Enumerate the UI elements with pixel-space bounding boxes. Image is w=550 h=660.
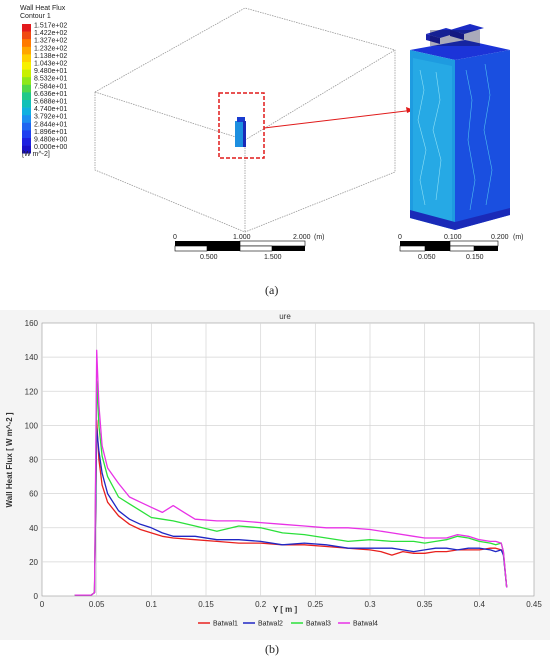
legend-swatch (22, 62, 31, 70)
legend-value: 9.480e+00 (34, 137, 67, 144)
chart-top-label: ure (279, 312, 291, 321)
legend-swatch (22, 138, 31, 146)
x-tick-label: 0.45 (526, 600, 542, 609)
scale-label: (m) (513, 234, 524, 241)
x-tick-label: 0.4 (474, 600, 486, 609)
legend-value: 7.584e+01 (34, 83, 67, 90)
legend-value: 6.636e+01 (34, 91, 67, 98)
scale-label: 1.500 (264, 254, 282, 261)
legend-swatch (22, 77, 31, 86)
scale-label: 1.000 (233, 234, 251, 241)
legend-value: 1.232e+02 (34, 45, 67, 52)
y-tick-label: 40 (29, 524, 38, 533)
legend-value: 0.000e+00 (34, 144, 67, 151)
x-tick-label: 0.25 (308, 600, 324, 609)
legend-label-batwal3: Batwal3 (306, 621, 331, 628)
zoom-arrow (263, 109, 415, 129)
y-tick-label: 0 (34, 592, 39, 601)
legend-swatch (22, 24, 31, 32)
scale-label: 0.050 (418, 254, 436, 261)
color-legend (22, 24, 31, 154)
legend-value: 8.532e+01 (34, 76, 67, 83)
caption-a: (a) (265, 283, 279, 297)
legend-value: 2.844e+01 (34, 121, 67, 128)
x-tick-label: 0 (40, 600, 45, 609)
legend-swatch (22, 39, 31, 48)
scale-label: 0 (398, 234, 402, 241)
scale-label: 2.000 (293, 234, 311, 241)
y-tick-label: 140 (25, 353, 39, 362)
legend-value: 1.138e+02 (34, 53, 67, 60)
legend-label-batwal2: Batwal2 (258, 621, 283, 628)
x-tick-label: 0.2 (255, 600, 267, 609)
series-lines (74, 349, 508, 596)
y-tick-label: 160 (25, 319, 39, 328)
legend-unit: [W m^-2] (22, 151, 50, 158)
legend-swatch (22, 130, 31, 139)
series-line-batwal4 (74, 349, 508, 596)
legend-label-batwal1: Batwal1 (213, 621, 238, 628)
legend-label-batwal4: Batwal4 (353, 621, 378, 628)
legend-value: 1.043e+02 (34, 61, 67, 68)
legend-value: 1.422e+02 (34, 30, 67, 37)
y-tick-label: 20 (29, 558, 38, 567)
cfd-contour-panel: Wall Heat Flux Contour 1 1.517e+021.422e… (20, 5, 524, 261)
zoom-selection-box (218, 92, 265, 159)
domain-wireframe-box (94, 7, 396, 233)
scale-label: 0.200 (491, 234, 509, 241)
legend-value: 1.517e+02 (34, 23, 67, 30)
legend-value: 4.740e+01 (34, 106, 67, 113)
y-tick-label: 80 (29, 456, 38, 465)
scale-bar-left: 0 1.000 2.000 (m) 0.500 1.500 (173, 234, 325, 261)
legend-swatch (22, 107, 31, 116)
legend-swatch (22, 46, 31, 55)
legend-swatch (22, 145, 31, 154)
y-axis-title: Wall Heat Flux [ W m^-2 ] (5, 412, 14, 507)
legend-swatch (22, 31, 31, 40)
legend-value: 3.792e+01 (34, 114, 67, 121)
legend-swatch (22, 84, 31, 93)
color-legend-labels: 1.517e+021.422e+021.327e+021.232e+021.13… (34, 23, 67, 152)
small-battery-model (235, 117, 246, 147)
legend-swatch (22, 122, 31, 131)
series-line-batwal3 (74, 380, 508, 596)
caption-b: (b) (265, 642, 279, 656)
scale-bar-right: 0 0.100 0.200 (m) 0.050 0.150 (398, 234, 524, 261)
y-tick-label: 60 (29, 490, 38, 499)
scale-label: 0 (173, 234, 177, 241)
x-tick-label: 0.1 (146, 600, 158, 609)
x-tick-label: 0.05 (89, 600, 105, 609)
legend-value: 5.688e+01 (34, 99, 67, 106)
legend-swatch (22, 115, 31, 124)
x-tick-label: 0.35 (417, 600, 433, 609)
legend-value: 9.480e+01 (34, 68, 67, 75)
legend-value: 1.327e+02 (34, 38, 67, 45)
legend-swatch (22, 92, 31, 101)
legend-swatch (22, 100, 31, 108)
y-tick-label: 120 (25, 387, 39, 396)
legend-title-1: Wall Heat Flux (20, 5, 66, 12)
legend-swatch (22, 69, 31, 78)
series-line-batwal1 (74, 419, 508, 596)
legend-swatch (22, 54, 31, 63)
scale-label: 0.500 (200, 254, 218, 261)
x-axis-title: Y [ m ] (273, 605, 298, 614)
x-tick-labels: 0 0.05 0.1 0.15 0.2 0.25 0.3 0.35 0.4 0.45 (40, 600, 543, 609)
chart-legend: Batwal1 Batwal2 Batwal3 Batwal4 (198, 621, 378, 628)
y-tick-label: 100 (25, 421, 39, 430)
x-tick-label: 0.15 (198, 600, 214, 609)
x-tick-label: 0.3 (364, 600, 376, 609)
legend-value: 1.896e+01 (34, 129, 67, 136)
legend-title-2: Contour 1 (20, 13, 51, 20)
line-chart: ure 0 20 40 60 80 100 120 140 160 0 0.05 0.1 0.15 0.… (0, 310, 550, 640)
scale-label: 0.100 (444, 234, 462, 241)
scale-label: (m) (314, 234, 325, 241)
large-battery-model (410, 24, 510, 230)
series-line-batwal2 (74, 428, 508, 596)
y-tick-labels: 0 20 40 60 80 100 120 140 160 (25, 319, 39, 601)
scale-label: 0.150 (466, 254, 484, 261)
